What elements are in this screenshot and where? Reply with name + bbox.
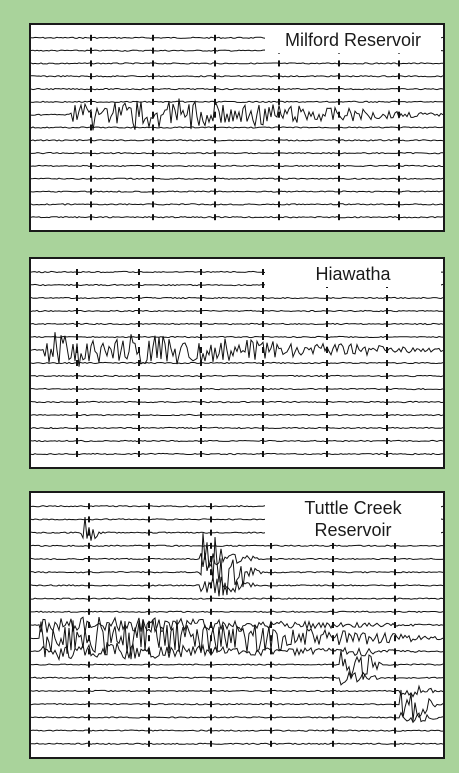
seismogram-trace-line	[31, 361, 443, 365]
seismogram-trace-line	[31, 452, 443, 456]
seismogram-trace-line	[31, 413, 443, 417]
seismogram-milford-reservoir: Milford Reservoir	[29, 23, 445, 232]
seismogram-trace-line	[31, 439, 443, 443]
seismogram-trace-line	[31, 374, 443, 378]
seismogram-traces	[31, 34, 443, 221]
seismogram-trace-line	[31, 98, 443, 131]
seismogram-trace-line	[31, 335, 443, 339]
seismogram-trace-line	[31, 616, 443, 660]
seismogram-trace-line	[31, 533, 443, 596]
seismogram-trace-line	[31, 597, 443, 600]
seismogram-trace-line	[31, 151, 443, 155]
seismogram-trace-line	[31, 650, 443, 680]
seismogram-trace-line	[31, 203, 443, 206]
seismogram-label: Hiawatha	[265, 261, 441, 287]
seismogram-trace-line	[31, 332, 443, 367]
seismogram-trace-line	[31, 544, 443, 547]
seismogram-trace-line	[31, 87, 443, 91]
seismogram-trace-line	[31, 190, 443, 193]
seismogram-trace-line	[31, 126, 443, 129]
seismogram-label: Tuttle Creek Reservoir	[265, 495, 441, 543]
seismogram-trace-line	[31, 100, 443, 104]
seismogram-trace-line	[31, 689, 443, 721]
seismogram-hiawatha: Hiawatha	[29, 257, 445, 469]
seismogram-trace-line	[31, 62, 443, 65]
seismogram-traces	[31, 269, 443, 457]
seismogram-trace-line	[31, 670, 443, 686]
seismogram-trace-line	[31, 711, 443, 724]
seismogram-trace-line	[31, 216, 443, 219]
seismogram-trace-line	[31, 576, 443, 597]
seismogram-trace-line	[31, 177, 443, 180]
seismogram-trace-line	[31, 387, 443, 391]
seismogram-trace-line	[31, 684, 443, 698]
seismogram-trace-line	[31, 426, 443, 430]
seismogram-trace-line	[31, 296, 443, 300]
seismogram-tuttle-creek-reservoir: Tuttle Creek Reservoir	[29, 491, 445, 759]
seismogram-trace-line	[31, 610, 443, 613]
seismogram-trace-line	[31, 548, 443, 572]
seismogram-trace-line	[31, 322, 443, 326]
seismogram-traces	[31, 503, 443, 747]
seismogram-trace-line	[31, 75, 443, 78]
seismogram-trace-line	[31, 742, 443, 745]
seismogram-trace-line	[31, 139, 443, 142]
seismogram-trace-line	[31, 729, 443, 732]
seismogram-label: Milford Reservoir	[265, 27, 441, 53]
seismogram-trace-line	[31, 309, 443, 313]
seismogram-trace-line	[31, 400, 443, 404]
seismogram-trace-line	[31, 641, 443, 662]
seismogram-trace-line	[31, 164, 443, 168]
